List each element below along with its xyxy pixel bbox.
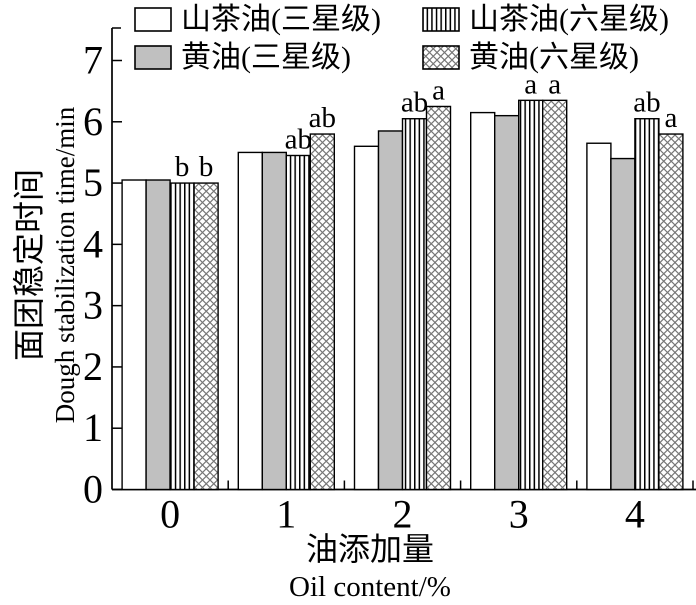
legend-item-camellia-3star: 山茶油(三星级) — [134, 3, 422, 36]
significance-letter: ab — [285, 123, 312, 155]
significance-letter: b — [175, 151, 190, 183]
bar-white-cat3 — [470, 111, 496, 491]
y-tick-label: 5 — [83, 160, 103, 205]
significance-letter: ab — [309, 102, 336, 134]
x-axis-title-zh: 油添加量 — [306, 531, 434, 567]
legend-label-camellia-3star: 山茶油(三星级) — [181, 3, 381, 36]
legend-label-butter-3star: 黄油(三星级) — [181, 41, 351, 74]
legend-item-butter-6star: 黄油(六星级) — [422, 41, 694, 74]
y-tick-label: 0 — [83, 467, 103, 512]
y-tick-label: 7 — [83, 38, 103, 83]
y-tick-label: 1 — [83, 405, 103, 450]
bar-white-cat0 — [121, 179, 147, 491]
legend-label-camellia-6star: 山茶油(六星级) — [469, 3, 669, 36]
bar-crosshatch-cat2 — [425, 105, 452, 491]
x-tick-label: 1 — [276, 492, 296, 537]
bar-crosshatch-cat1 — [309, 133, 335, 491]
bar-crosshatch-cat4 — [658, 133, 684, 491]
y-axis-title-en: Dough stabilization time/min — [50, 106, 80, 423]
bar-white-cat2 — [353, 145, 380, 491]
significance-letter: ab — [401, 87, 428, 119]
bar-gray-cat3 — [494, 114, 520, 491]
x-tick-label: 4 — [625, 492, 645, 537]
bar-vstripe-cat0 — [169, 182, 195, 491]
x-tick-label: 2 — [393, 492, 413, 537]
significance-letter: b — [199, 151, 214, 183]
legend-swatch-white — [134, 7, 172, 32]
significance-letter: a — [432, 74, 445, 106]
y-tick-label: 6 — [83, 99, 103, 144]
legend: 山茶油(三星级) 山茶油(六星级) 黄油(三星级) 黄油(六星级) — [134, 3, 694, 74]
bar-vstripe-cat1 — [285, 154, 311, 491]
significance-letter: a — [548, 68, 561, 100]
bar-crosshatch-cat3 — [542, 99, 568, 491]
bar-vstripe-cat3 — [518, 99, 544, 491]
y-tick-label: 3 — [83, 283, 103, 328]
y-axis-title-zh: 面团稳定时间 — [11, 169, 47, 361]
bar-gray-cat0 — [145, 179, 171, 491]
bar-vstripe-cat4 — [634, 118, 660, 491]
bar-white-cat4 — [586, 142, 612, 491]
legend-swatch-gray — [134, 45, 172, 70]
legend-swatch-vstripe — [422, 7, 460, 32]
y-tick-label: 2 — [83, 344, 103, 389]
bar-gray-cat4 — [610, 157, 636, 491]
significance-letter: a — [524, 68, 537, 100]
bar-gray-cat1 — [261, 151, 287, 491]
significance-letter: a — [664, 102, 677, 134]
legend-label-butter-6star: 黄油(六星级) — [469, 41, 639, 74]
legend-item-camellia-6star: 山茶油(六星级) — [422, 3, 694, 36]
x-axis-title-en: Oil content/% — [289, 571, 451, 603]
x-tick-label: 3 — [509, 492, 529, 537]
significance-letter: ab — [633, 87, 660, 119]
legend-item-butter-3star: 黄油(三星级) — [134, 41, 422, 74]
y-tick-label: 4 — [83, 221, 103, 266]
bar-gray-cat2 — [377, 130, 404, 491]
bar-vstripe-cat2 — [401, 118, 428, 491]
bar-white-cat1 — [237, 151, 264, 491]
legend-swatch-crosshatch — [422, 45, 460, 70]
x-tick-label: 0 — [160, 492, 180, 537]
bar-crosshatch-cat0 — [193, 182, 219, 491]
